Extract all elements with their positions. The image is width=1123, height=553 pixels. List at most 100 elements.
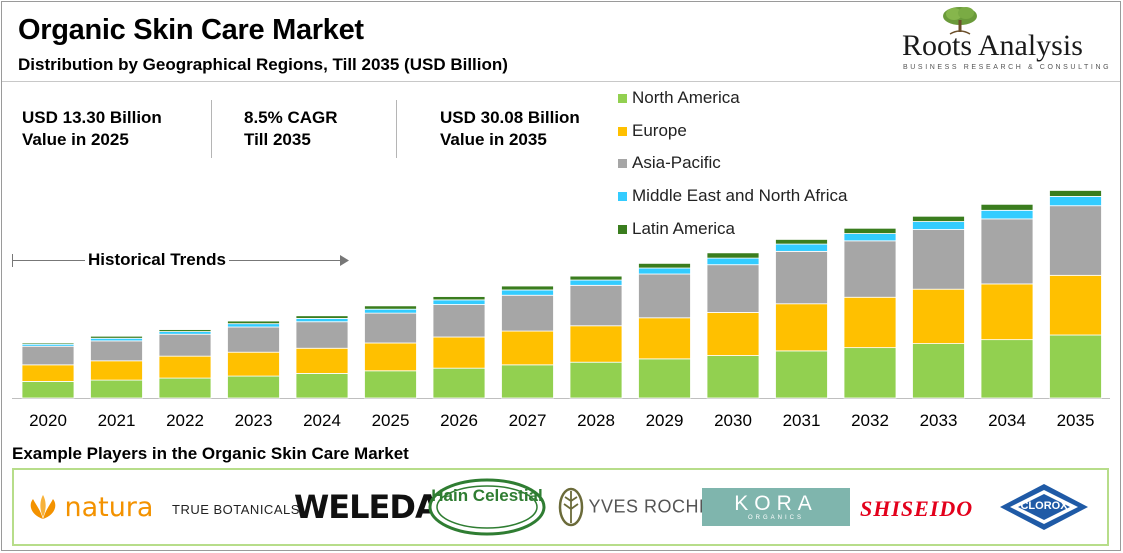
bar-segment	[227, 323, 280, 328]
bar-segment	[1049, 196, 1102, 207]
x-tick-label: 2021	[98, 411, 136, 430]
x-tick-label: 2020	[29, 411, 67, 430]
bar-segment	[706, 264, 760, 313]
natura-wordmark: natura	[64, 492, 154, 523]
bar-segment	[843, 296, 897, 349]
x-tick-label: 2027	[509, 411, 547, 430]
clorox-diamond-icon	[1000, 484, 1088, 530]
stat-value-2035-amount: USD 30.08 Billion	[440, 108, 580, 127]
x-tick-label: 2034	[988, 411, 1026, 430]
bar-segment	[432, 296, 486, 301]
legend-label: North America	[632, 88, 740, 107]
bar-segment	[364, 370, 417, 399]
page-title: Organic Skin Care Market	[18, 14, 364, 46]
bar-segment	[21, 364, 75, 382]
stat-value-2035-label: Value in 2035	[440, 130, 547, 149]
bar-segment	[843, 347, 897, 399]
clorox-wordmark: CLOROX	[1020, 500, 1068, 512]
bar-segment	[980, 209, 1034, 220]
x-tick-label: 2025	[372, 411, 410, 430]
bar-segment	[158, 329, 212, 332]
bar-segment	[912, 221, 965, 230]
bar-segment	[432, 367, 486, 399]
bar-segment	[1049, 274, 1102, 336]
brand-logo: Roots Analysis BUSINESS RESEARCH & CONSU…	[898, 6, 1112, 76]
x-tick-label: 2029	[646, 411, 684, 430]
bar-segment	[21, 342, 75, 345]
historical-trends-start-tick	[12, 254, 13, 267]
bar-segment	[843, 233, 897, 242]
hain-celestial-badge-icon	[428, 478, 546, 536]
header-divider	[2, 81, 1120, 82]
bar-segment	[980, 283, 1034, 341]
bar-segment	[980, 218, 1034, 285]
yves-rocher-leaf-icon	[558, 487, 584, 527]
bar-segment	[90, 379, 143, 399]
bar-segment	[775, 350, 828, 399]
stat-divider	[211, 100, 212, 158]
bar-segment	[706, 355, 760, 399]
legend-swatch	[618, 127, 627, 136]
legend-label: Europe	[632, 121, 687, 140]
clorox-logo: CLOROX	[998, 482, 1090, 532]
yves-rocher-wordmark: YVES ROCHER	[588, 496, 725, 517]
legend-swatch	[618, 94, 627, 103]
historical-trends-label: Historical Trends	[85, 250, 229, 270]
x-tick-label: 2032	[851, 411, 889, 430]
x-tick-label: 2031	[783, 411, 821, 430]
bar-segment	[980, 339, 1034, 399]
bar-segment	[295, 347, 349, 374]
bar-segment	[569, 361, 623, 399]
bar-segment	[364, 312, 417, 344]
natura-logo: natura	[26, 492, 153, 523]
stat-divider	[396, 100, 397, 158]
bar-segment	[432, 336, 486, 369]
bar-segment	[295, 315, 349, 319]
bar-segment	[90, 340, 143, 362]
kora-wordmark: KORA	[734, 492, 818, 515]
bar-segment	[912, 215, 965, 222]
bar-segment	[501, 285, 554, 291]
page-subtitle: Distribution by Geographical Regions, Ti…	[18, 55, 508, 74]
kora-organics-logo: KORA ORGANICS	[702, 488, 850, 526]
bar-segment	[364, 342, 417, 372]
arrow-right-icon	[340, 255, 349, 266]
bar-segment	[501, 364, 554, 399]
weleda-logo: WELEDA	[294, 488, 440, 526]
bar-segment	[90, 360, 143, 381]
brand-tagline: BUSINESS RESEARCH & CONSULTING	[903, 64, 1112, 71]
bar-segment	[569, 279, 623, 286]
bar-segment	[501, 330, 554, 366]
bar-segment	[227, 351, 280, 377]
shiseido-logo: SHISEIDO	[860, 496, 974, 521]
bar-segment	[21, 381, 75, 399]
bar-segment	[158, 355, 212, 379]
bar-segment	[227, 326, 280, 353]
bar-segment	[295, 373, 349, 399]
bar-segment	[706, 252, 760, 259]
historical-trends-marker: Historical Trends	[12, 250, 349, 270]
brand-name: Roots Analysis	[902, 29, 1083, 62]
bar-segment	[638, 273, 691, 319]
kora-subtitle: ORGANICS	[747, 515, 804, 521]
bar-segment	[775, 243, 828, 252]
bar-segment	[912, 288, 965, 344]
hain-celestial-wordmark: Hain Celestial	[431, 486, 543, 505]
bar-segment	[775, 250, 828, 305]
legend-label: Middle East and North Africa	[632, 186, 848, 205]
legend-label: Latin America	[632, 219, 735, 238]
bar-segment	[158, 333, 212, 357]
stat-value-2035: USD 30.08 Billion Value in 2035	[440, 107, 580, 151]
legend-label: Asia-Pacific	[632, 153, 721, 172]
stat-value-2025-label: Value in 2025	[22, 130, 129, 149]
stacked-bar-chart: 2020 2021 2022 2023 2024 2025 2026 2027 2028 2029…	[12, 190, 1110, 430]
bar-segment	[1049, 334, 1102, 399]
x-tick-label: 2030	[714, 411, 752, 430]
bar-segment	[843, 227, 897, 234]
bar-segment	[569, 284, 623, 327]
bar-segment	[912, 229, 965, 290]
bar-segment	[295, 321, 349, 349]
x-tick-label: 2024	[303, 411, 341, 430]
bar-segment	[21, 345, 75, 366]
bar-segment	[980, 203, 1034, 211]
